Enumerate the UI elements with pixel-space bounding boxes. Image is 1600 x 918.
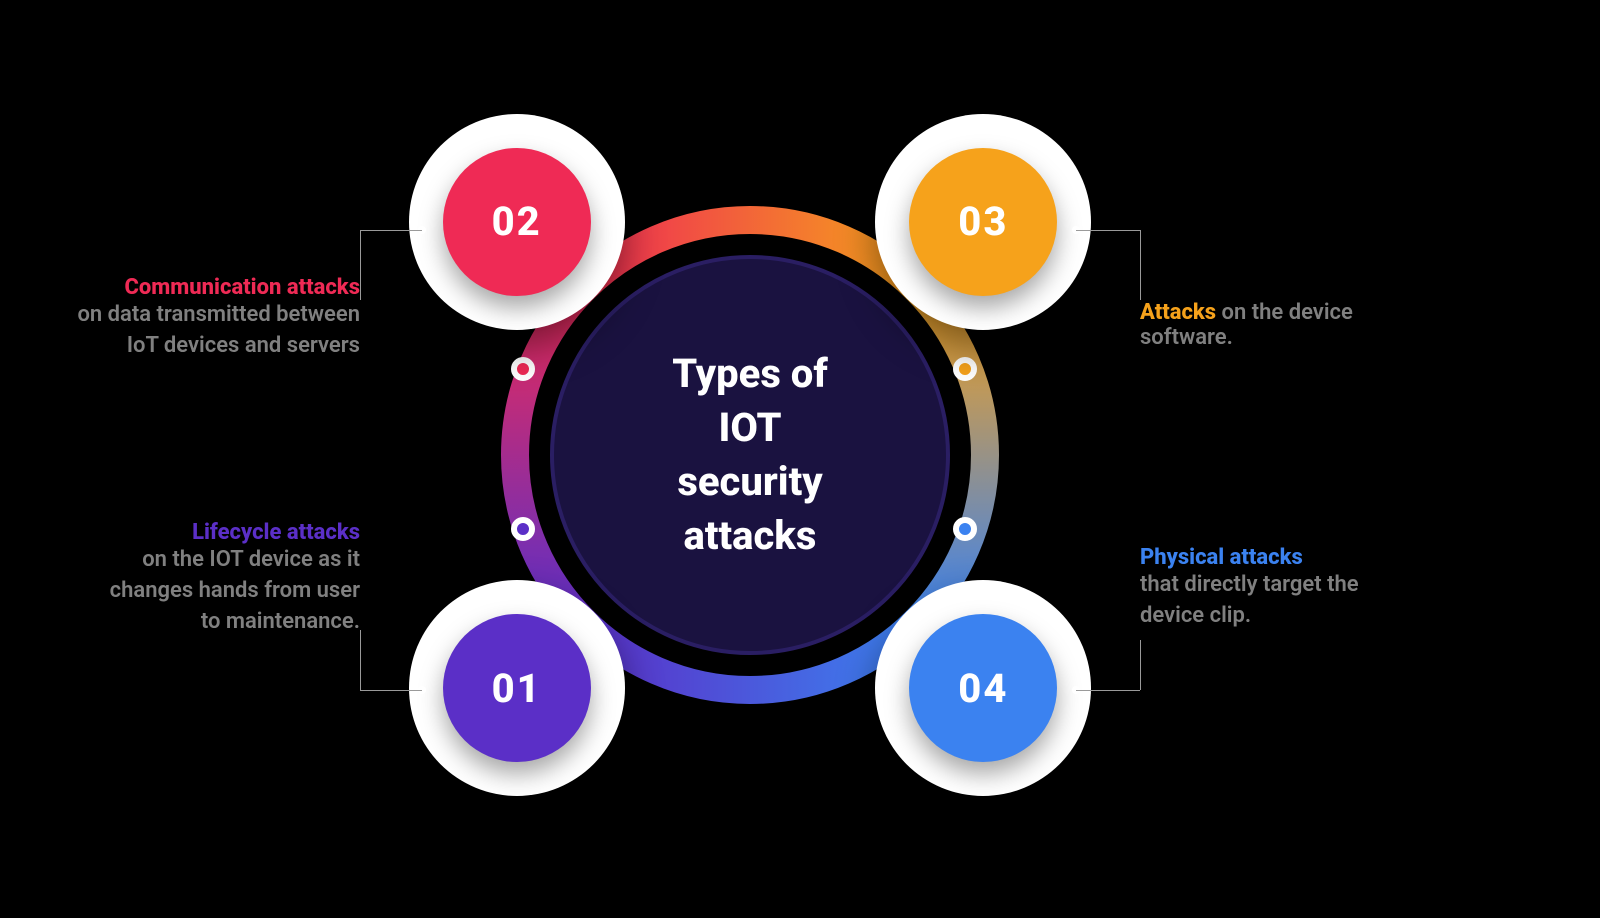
node-01-lifecycle-label-heading: Lifecycle attacks (100, 520, 360, 545)
dot-top-right (953, 357, 977, 381)
center-title: Types ofIOTsecurityattacks (672, 347, 828, 563)
node-03-software-inner: 03 (909, 148, 1057, 296)
dot-top-left (511, 357, 535, 381)
node-04-physical-connector-h (1076, 690, 1140, 691)
node-01-lifecycle-label-body: on the IOT device as it changes hands fr… (100, 545, 360, 637)
node-02-communication-connector-h (360, 230, 422, 231)
node-03-software-number: 03 (958, 198, 1008, 245)
node-01-lifecycle-connector-v (360, 630, 361, 690)
center-circle: Types ofIOTsecurityattacks (550, 255, 950, 655)
node-02-communication-number: 02 (492, 198, 542, 245)
node-02-communication-inner: 02 (443, 148, 591, 296)
node-03-software-connector-h (1076, 230, 1140, 231)
node-02-communication-label-heading: Communication attacks (60, 275, 360, 300)
node-03-software-connector-v (1140, 230, 1141, 300)
node-02-communication-label-body: on data transmitted between IoT devices … (60, 300, 360, 362)
node-04-physical-connector-v (1140, 640, 1141, 690)
node-03-software-label: Attacks on the device software. (1140, 300, 1400, 350)
node-04-physical-label-heading: Physical attacks (1140, 545, 1410, 570)
node-04-physical-number: 04 (958, 665, 1008, 712)
node-01-lifecycle-inner: 01 (443, 614, 591, 762)
node-04-physical-label-body: that directly target the device clip. (1140, 570, 1410, 632)
node-01-lifecycle-number: 01 (492, 665, 542, 712)
dot-bottom-right (953, 517, 977, 541)
node-02-communication-label: Communication attacks on data transmitte… (60, 275, 360, 362)
infographic-stage: Types ofIOTsecurityattacks 01 Lifecycle a… (0, 0, 1600, 918)
node-01-lifecycle-label: Lifecycle attacks on the IOT device as i… (100, 520, 360, 637)
node-01-lifecycle-connector-h (360, 690, 422, 691)
node-03-software-label-heading: Attacks (1140, 300, 1216, 325)
node-04-physical-label: Physical attacks that directly target th… (1140, 545, 1410, 632)
node-04-physical-inner: 04 (909, 614, 1057, 762)
